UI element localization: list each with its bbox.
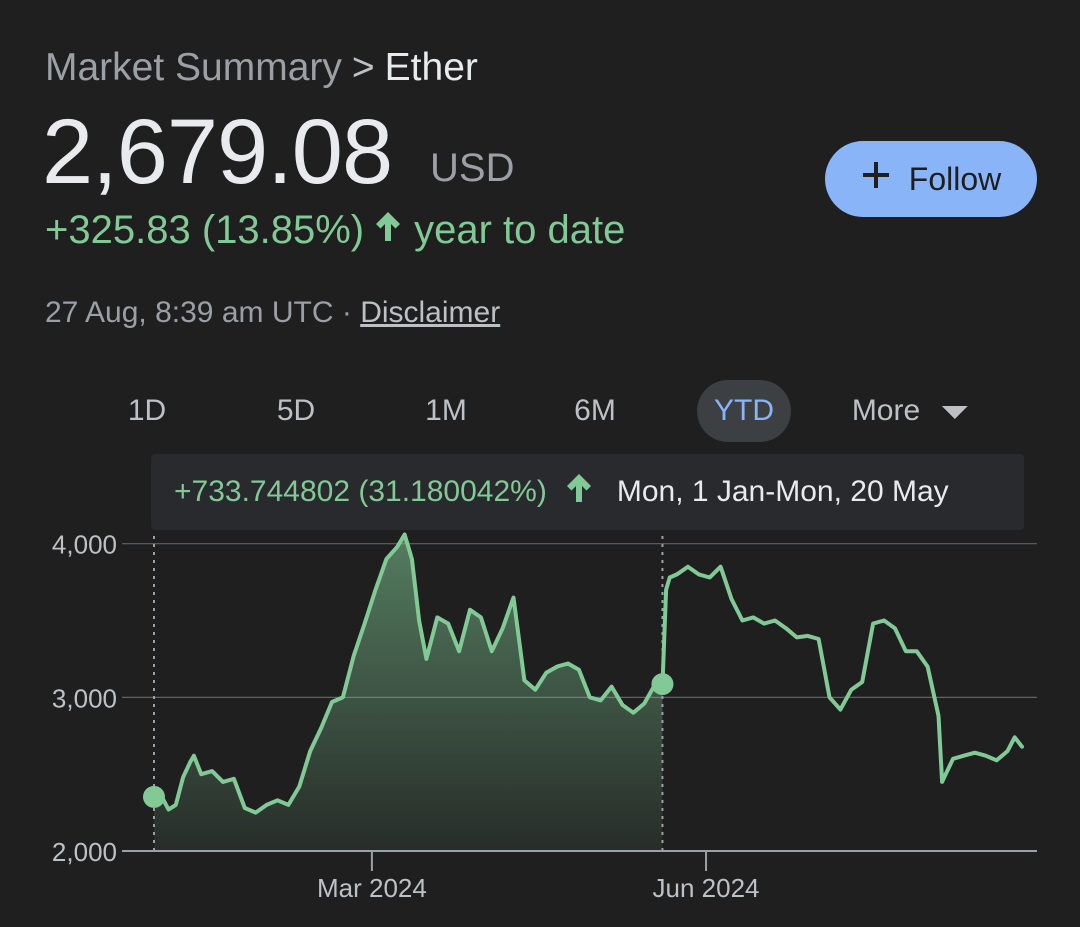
chart-tooltip: +733.744802 (31.180042%) Mon, 1 Jan-Mon,… bbox=[151, 454, 1024, 530]
follow-button-label: Follow bbox=[908, 160, 1002, 197]
range-tabs: 1D 5D 1M 6M YTD More bbox=[0, 380, 1080, 442]
follow-button[interactable]: Follow bbox=[825, 141, 1037, 217]
tooltip-change: +733.744802 (31.180042%) bbox=[174, 475, 547, 508]
timestamp: 27 Aug, 8:39 am UTC · Disclaimer bbox=[45, 296, 500, 330]
y-tick-label: 4,000 bbox=[52, 530, 117, 560]
price-change-value: +325.83 (13.85%) bbox=[45, 208, 365, 252]
disclaimer-link[interactable]: Disclaimer bbox=[360, 296, 501, 329]
breadcrumb-current: Ether bbox=[384, 46, 478, 89]
y-tick-label: 3,000 bbox=[52, 683, 117, 713]
price-change-period: year to date bbox=[414, 208, 626, 252]
arrow-up-icon bbox=[372, 208, 404, 253]
selection-area bbox=[154, 534, 663, 851]
arrow-up-icon bbox=[563, 472, 595, 512]
breadcrumb-separator: > bbox=[351, 46, 375, 89]
tab-more[interactable]: More bbox=[851, 380, 969, 442]
tab-ytd[interactable]: YTD bbox=[697, 380, 791, 442]
tab-1m[interactable]: 1M bbox=[425, 394, 467, 427]
x-tick-label: Mar 2024 bbox=[317, 873, 427, 903]
tab-6m[interactable]: 6M bbox=[574, 394, 616, 427]
plus-icon bbox=[861, 160, 891, 198]
tab-1d[interactable]: 1D bbox=[127, 394, 167, 427]
price-currency: USD bbox=[430, 146, 515, 190]
selection-end-point bbox=[651, 673, 674, 696]
caret-down-icon bbox=[942, 405, 969, 419]
tab-more-label: More bbox=[851, 394, 921, 427]
breadcrumb-parent[interactable]: Market Summary bbox=[45, 46, 342, 89]
selection-start-point bbox=[143, 785, 165, 808]
timestamp-separator: · bbox=[341, 296, 352, 329]
price-value: 2,679.08 bbox=[42, 101, 393, 203]
y-tick-label: 2,000 bbox=[52, 837, 117, 867]
tooltip-range: Mon, 1 Jan-Mon, 20 May bbox=[616, 475, 949, 508]
tab-5d[interactable]: 5D bbox=[276, 394, 316, 427]
breadcrumb: Market Summary > Ether bbox=[45, 46, 478, 90]
price-change: +325.83 (13.85%) year to date bbox=[45, 208, 625, 253]
x-tick-label: Jun 2024 bbox=[653, 873, 760, 903]
series-line bbox=[152, 532, 1024, 815]
timestamp-text: 27 Aug, 8:39 am UTC bbox=[45, 296, 334, 329]
